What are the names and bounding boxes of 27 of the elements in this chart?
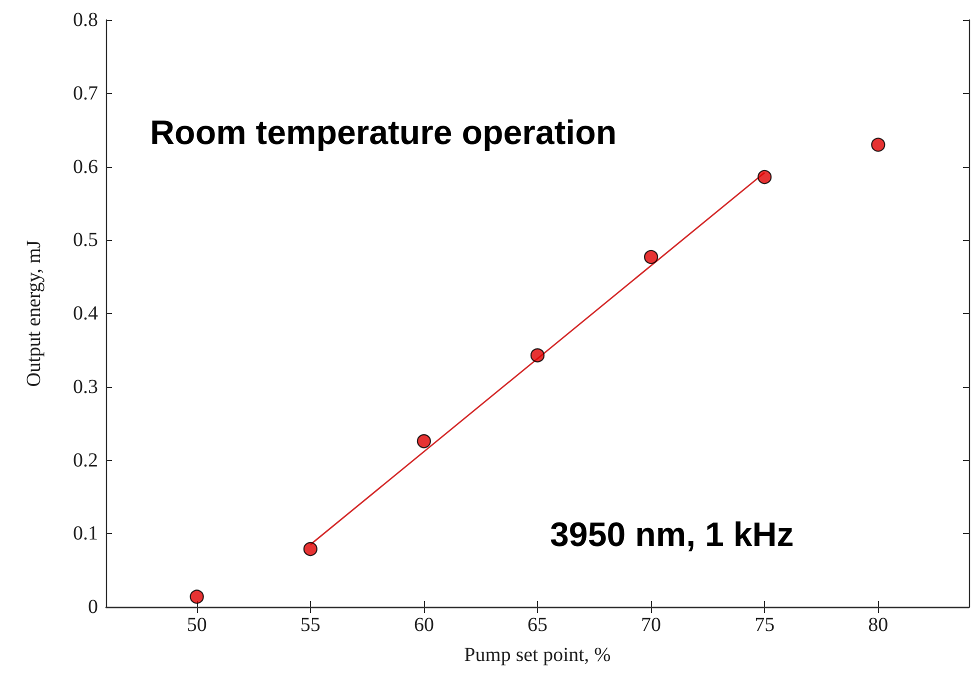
annotation: 3950 nm, 1 kHz [550,516,794,554]
y-tick-label: 0.4 [73,302,98,324]
y-tick-label: 0.3 [73,376,98,398]
x-tick-label: 50 [186,614,207,636]
y-axis-title: Output energy, mJ [23,240,45,387]
x-axis-title: Pump set point, % [464,644,611,666]
x-tick-label: 65 [528,614,548,636]
x-tick-label: 70 [641,614,662,636]
point [530,348,545,362]
x-tick-label: 60 [414,614,434,636]
y-tick-label: 0.8 [73,9,98,31]
point [644,250,658,264]
point [871,138,886,152]
y-tick-label: 0.7 [73,82,98,104]
y-tick-label: 0 [88,596,98,618]
y-tick-label: 0.6 [73,156,98,178]
x-tick-label: 80 [868,614,888,636]
point [190,590,204,604]
point [758,170,772,184]
x-tick-label: 75 [754,614,775,636]
x-tick-label: 55 [300,614,320,636]
y-tick-label: 0.1 [73,522,98,545]
y-tick-label: 0.5 [73,229,98,252]
point [416,434,432,448]
point [303,542,318,556]
annotation: Room temperature operation [150,114,617,152]
y-tick-label: 0.2 [73,449,98,472]
